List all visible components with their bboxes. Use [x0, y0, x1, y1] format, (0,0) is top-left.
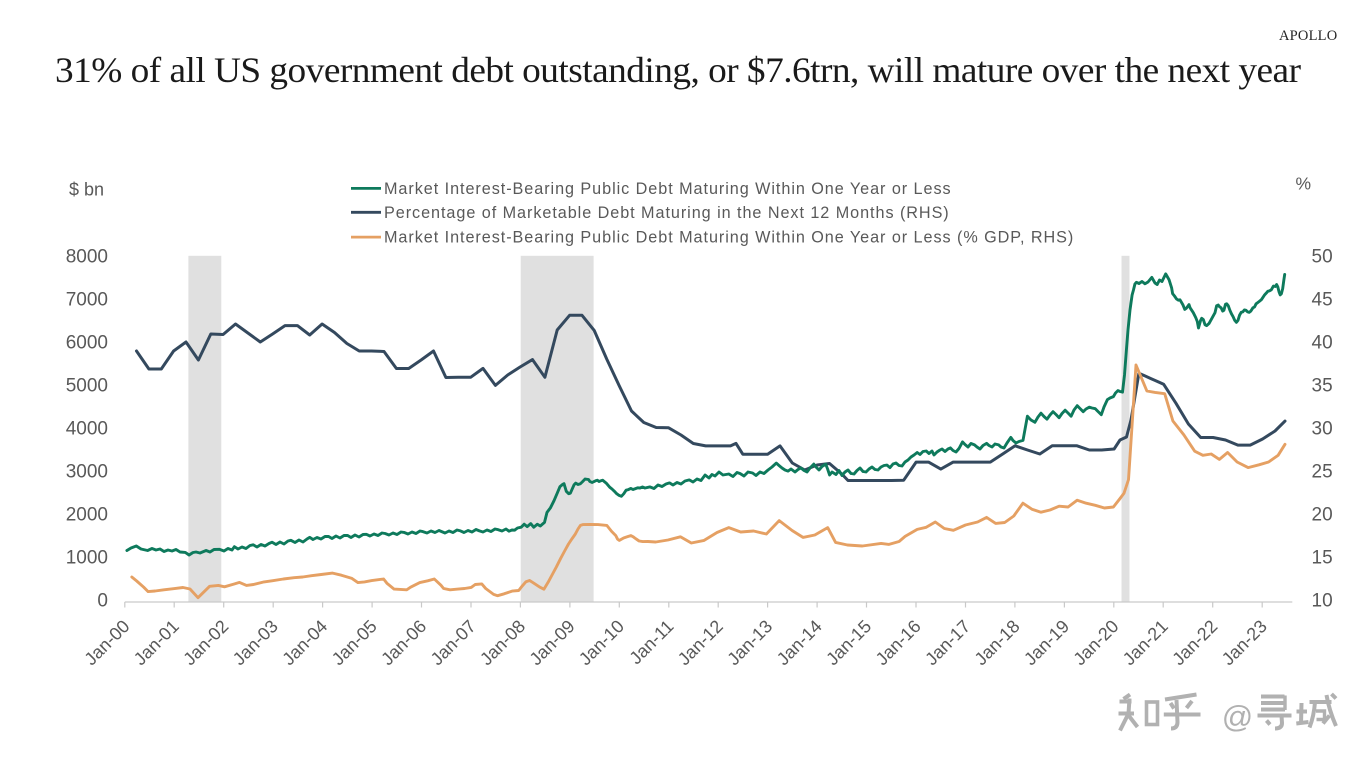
- svg-text:Jan-23: Jan-23: [1218, 616, 1271, 669]
- svg-text:Jan-01: Jan-01: [130, 616, 183, 669]
- svg-text:7000: 7000: [66, 290, 108, 311]
- svg-text:Jan-11: Jan-11: [625, 616, 677, 668]
- svg-text:50: 50: [1312, 247, 1333, 268]
- svg-text:Jan-16: Jan-16: [872, 616, 925, 669]
- svg-text:4000: 4000: [66, 419, 108, 440]
- svg-text:0: 0: [97, 591, 108, 612]
- svg-text:Jan-13: Jan-13: [723, 616, 776, 669]
- svg-text:Jan-17: Jan-17: [921, 616, 974, 669]
- svg-text:Market Interest-Bearing Public: Market Interest-Bearing Public Debt Matu…: [384, 180, 952, 198]
- svg-text:@: @: [1222, 699, 1253, 734]
- svg-text:Jan-06: Jan-06: [377, 616, 430, 669]
- svg-text:2000: 2000: [66, 505, 108, 526]
- svg-text:3000: 3000: [66, 462, 108, 483]
- svg-text:1000: 1000: [66, 548, 108, 569]
- svg-text:Jan-00: Jan-00: [80, 616, 133, 669]
- svg-text:5000: 5000: [66, 376, 108, 397]
- svg-text:Jan-19: Jan-19: [1020, 616, 1073, 669]
- svg-text:8000: 8000: [66, 247, 108, 268]
- svg-text:Jan-15: Jan-15: [822, 616, 875, 669]
- svg-text:Jan-14: Jan-14: [773, 616, 826, 669]
- svg-text:20: 20: [1312, 505, 1333, 526]
- svg-text:$ bn: $ bn: [69, 180, 104, 200]
- svg-text:Jan-22: Jan-22: [1168, 616, 1221, 669]
- svg-text:Jan-12: Jan-12: [674, 616, 727, 669]
- svg-text:Jan-07: Jan-07: [427, 616, 480, 669]
- svg-text:Jan-21: Jan-21: [1119, 616, 1172, 669]
- svg-text:Percentage of Marketable Debt: Percentage of Marketable Debt Maturing i…: [384, 204, 950, 222]
- svg-text:Jan-03: Jan-03: [229, 616, 282, 669]
- svg-text:%: %: [1296, 173, 1312, 193]
- svg-text:Jan-05: Jan-05: [328, 616, 381, 669]
- svg-text:Jan-09: Jan-09: [526, 616, 579, 669]
- svg-text:Jan-18: Jan-18: [971, 616, 1024, 669]
- svg-text:Jan-02: Jan-02: [179, 616, 232, 669]
- svg-text:Market Interest-Bearing Public: Market Interest-Bearing Public Debt Matu…: [384, 229, 1074, 247]
- svg-text:35: 35: [1312, 376, 1333, 397]
- svg-text:25: 25: [1312, 462, 1333, 483]
- svg-text:30: 30: [1312, 419, 1333, 440]
- svg-text:Jan-08: Jan-08: [476, 616, 529, 669]
- svg-text:6000: 6000: [66, 333, 108, 354]
- svg-text:15: 15: [1312, 548, 1333, 569]
- svg-text:Jan-10: Jan-10: [575, 616, 628, 669]
- svg-text:Jan-04: Jan-04: [278, 616, 331, 669]
- svg-text:45: 45: [1312, 290, 1333, 311]
- svg-text:Jan-20: Jan-20: [1069, 616, 1122, 669]
- svg-text:40: 40: [1312, 333, 1333, 354]
- svg-text:10: 10: [1312, 591, 1333, 612]
